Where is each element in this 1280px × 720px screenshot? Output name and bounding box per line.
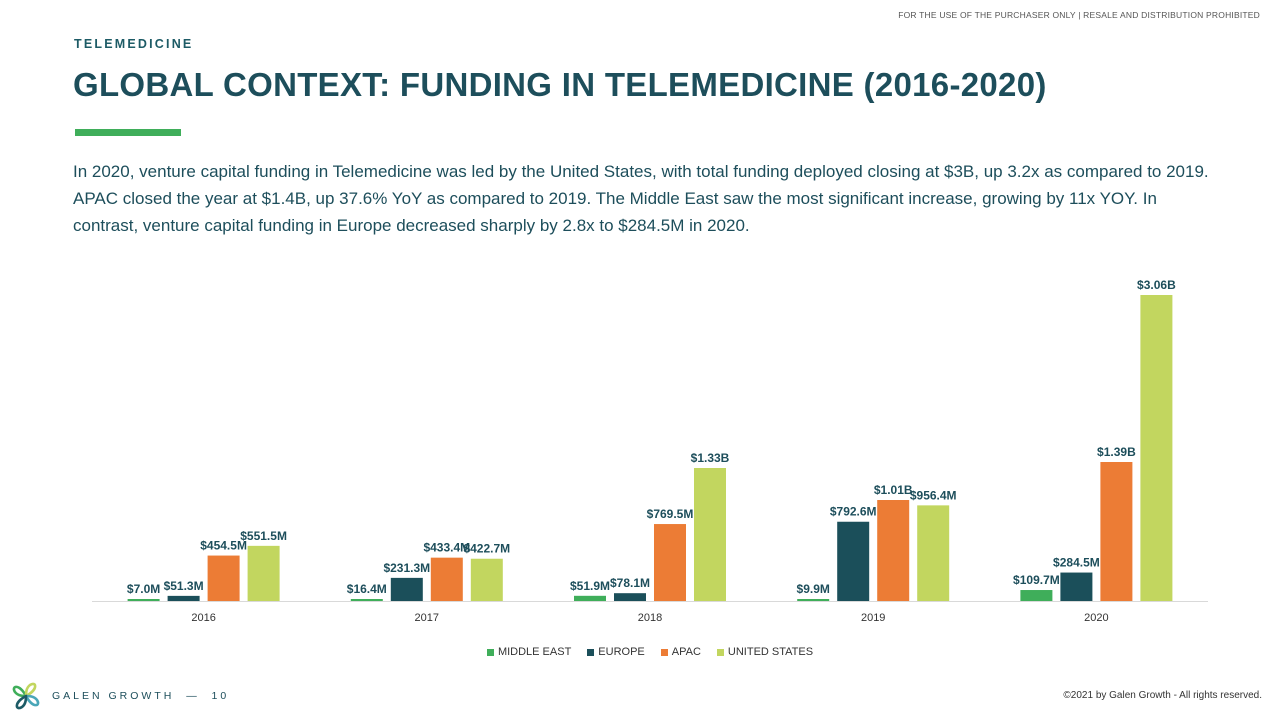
data-label-united-states-2017: $422.7M: [463, 542, 510, 556]
legend-item-apac: APAC: [660, 646, 701, 658]
category-label-2019: 2019: [861, 612, 885, 624]
bar-europe-2019: [837, 521, 870, 601]
data-label-united-states-2018: $1.33B: [691, 451, 730, 465]
bar-apac-2018: [654, 524, 686, 601]
bar-middle-east-2016: [127, 599, 160, 601]
data-label-europe-2016: $51.3M: [164, 579, 204, 593]
data-label-united-states-2019: $956.4M: [910, 488, 957, 502]
legend-item-united-states: UNITED STATES: [716, 646, 814, 658]
bar-united-states-2018: [694, 468, 726, 601]
chart-legend: MIDDLE EAST EUROPE APAC UNITED STATES: [0, 646, 1280, 658]
data-label-europe-2018: $78.1M: [610, 576, 650, 590]
legend-label-europe: EUROPE: [598, 646, 645, 658]
data-label-apac-2019: $1.01B: [874, 483, 913, 497]
galen-growth-logo-icon: [12, 682, 40, 710]
bar-europe-2020: [1060, 572, 1093, 601]
legend-label-united-states: UNITED STATES: [727, 646, 814, 658]
bar-apac-2017: [430, 557, 463, 601]
legend-swatch-europe: [587, 648, 595, 656]
page-title: GLOBAL CONTEXT: FUNDING IN TELEMEDICINE …: [73, 66, 1047, 103]
bar-middle-east-2020: [1020, 590, 1053, 601]
legend-swatch-united-states: [716, 648, 724, 656]
legend-label-middle-east: MIDDLE EAST: [497, 646, 572, 658]
data-label-europe-2020: $284.5M: [1053, 556, 1100, 570]
data-label-apac-2020: $1.39B: [1097, 445, 1136, 459]
data-label-united-states-2016: $551.5M: [240, 529, 287, 543]
bar-united-states-2016: [247, 545, 280, 601]
category-label-2016: 2016: [191, 612, 215, 624]
brand-name: GALEN GROWTH — 10: [52, 690, 230, 702]
data-label-middle-east-2017: $16.4M: [347, 582, 387, 596]
category-label-2017: 2017: [415, 612, 439, 624]
legend-swatch-middle-east: [486, 648, 494, 656]
bar-middle-east-2017: [350, 599, 383, 601]
legend-label-apac: APAC: [671, 646, 701, 658]
bar-middle-east-2018: [574, 595, 606, 601]
data-label-united-states-2020: $3.06B: [1137, 278, 1176, 292]
data-label-middle-east-2016: $7.0M: [127, 582, 160, 596]
page-number: 10: [211, 690, 230, 702]
data-label-apac-2017: $433.4M: [423, 541, 470, 555]
category-label-2018: 2018: [638, 612, 662, 624]
bar-united-states-2019: [917, 505, 950, 601]
bar-europe-2018: [614, 593, 646, 601]
copyright-text: ©2021 by Galen Growth - All rights reser…: [1063, 690, 1262, 701]
data-label-apac-2016: $454.5M: [200, 539, 247, 553]
data-label-middle-east-2018: $51.9M: [570, 579, 610, 593]
data-label-apac-2018: $769.5M: [647, 507, 694, 521]
summary-paragraph: In 2020, venture capital funding in Tele…: [73, 162, 1209, 235]
bar-apac-2020: [1100, 462, 1133, 601]
bar-united-states-2020: [1140, 295, 1173, 601]
bar-apac-2019: [877, 500, 910, 601]
section-label: TELEMEDICINE: [74, 37, 194, 51]
disclaimer-text: FOR THE USE OF THE PURCHASER ONLY | RESA…: [898, 10, 1260, 20]
brand-footer: GALEN GROWTH — 10: [10, 680, 229, 712]
data-label-europe-2019: $792.6M: [830, 505, 877, 519]
title-underline: [75, 129, 181, 136]
bar-europe-2016: [167, 595, 200, 601]
category-label-2020: 2020: [1084, 612, 1108, 624]
legend-swatch-apac: [660, 648, 668, 656]
data-label-europe-2017: $231.3M: [383, 561, 430, 575]
legend-item-europe: EUROPE: [587, 646, 645, 658]
funding-bar-chart: $7.0M $51.3M $454.5M$551.5M 2016 $16.4M $231.…: [92, 278, 1208, 624]
bar-europe-2017: [390, 577, 423, 601]
bar-apac-2016: [207, 555, 240, 601]
legend-item-middle-east: MIDDLE EAST: [486, 646, 572, 658]
bar-middle-east-2019: [797, 599, 830, 601]
data-label-middle-east-2019: $9.9M: [797, 582, 830, 596]
bar-united-states-2017: [470, 558, 503, 601]
data-label-middle-east-2020: $109.7M: [1013, 573, 1060, 587]
